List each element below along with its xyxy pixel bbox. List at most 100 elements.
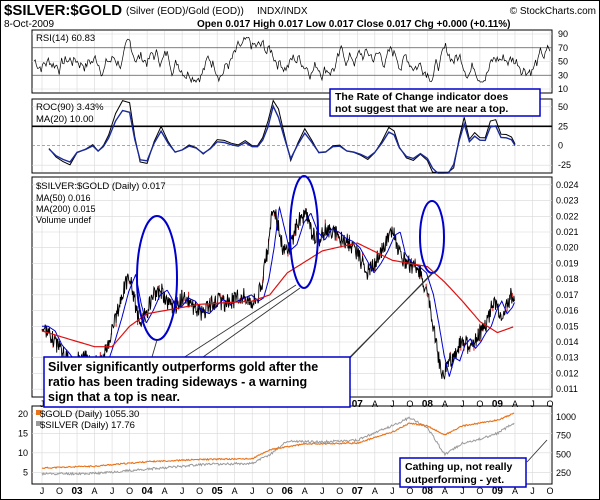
- x-tick-label: J: [40, 486, 45, 496]
- rsi-y-tick: 10: [558, 84, 568, 94]
- x-tick-label: O: [406, 486, 413, 496]
- callout-ellipse-2006: [289, 175, 319, 289]
- chart-symbol: $SILVER:$GOLD: [4, 2, 122, 19]
- price-y-tick: 0.020: [556, 243, 579, 253]
- callout-pointer-line: [179, 284, 297, 361]
- x-tick-label: A: [372, 399, 378, 409]
- x-tick-label: O: [406, 399, 413, 409]
- price-line: [41, 207, 515, 380]
- x-tick-label: A: [512, 486, 518, 496]
- price-y-tick: 0.017: [556, 290, 579, 300]
- price-annotation-line1: Silver significantly outperforms gold af…: [48, 360, 318, 374]
- x-tick-label: A: [442, 399, 448, 409]
- silver-label: $SILVER (Daily) 17.76: [40, 420, 135, 431]
- x-tick-label: J: [250, 486, 255, 496]
- price-y-tick: 0.012: [556, 368, 579, 378]
- callout-pointer-line: [151, 339, 158, 358]
- price-y-tick: 0.013: [556, 353, 579, 363]
- price-annotation-line3: sign that a top is near.: [48, 390, 180, 404]
- x-tick-label: O: [476, 399, 483, 409]
- price-y-tick: 0.018: [556, 274, 579, 284]
- price-label: $SILVER:$GOLD (Daily) 0.017: [36, 181, 166, 192]
- x-tick-label: A: [162, 486, 168, 496]
- x-tick-label: J: [110, 486, 115, 496]
- price-annotation-line2: ratio has been trading sideways - a warn…: [48, 375, 307, 389]
- roc-annotation-line2: not suggest that we are near a top.: [335, 103, 508, 115]
- rsi-line: [33, 36, 551, 84]
- x-tick-label: J: [180, 486, 185, 496]
- x-tick-label: A: [92, 486, 98, 496]
- price-y-tick: 0.015: [556, 321, 579, 331]
- volume-label: Volume undef: [36, 215, 92, 225]
- x-tick-label: 09: [492, 399, 504, 410]
- x-tick-label: 07: [352, 399, 364, 410]
- roc-ma-line: [48, 104, 516, 174]
- x-tick-label: 04: [142, 486, 154, 497]
- bottom-annotation-line1: Cathing up, not really: [405, 461, 512, 473]
- ma50-label: MA(50) 0.016: [36, 193, 91, 203]
- x-tick-label: J: [460, 486, 465, 496]
- price-y-tick: 0.024: [556, 180, 579, 190]
- x-tick-label: A: [232, 486, 238, 496]
- bottom-left-y-tick: 10: [18, 448, 28, 458]
- ma50-line: [42, 205, 515, 377]
- roc-ma-label: MA(20) 10.00: [36, 114, 94, 125]
- x-tick-label: 09: [492, 486, 504, 497]
- x-tick-label: J: [390, 399, 395, 409]
- x-tick-label: O: [266, 486, 273, 496]
- price-y-tick: 0.011: [556, 384, 578, 394]
- x-tick-label: 03: [71, 486, 83, 497]
- series-layer: [32, 36, 552, 476]
- x-tick-label: O: [546, 486, 553, 496]
- roc-line: [48, 99, 516, 173]
- x-tick-label: J: [40, 399, 45, 409]
- roc-y-tick: 25: [558, 121, 568, 131]
- chart-exchange: INDX/INDX: [257, 6, 308, 17]
- roc-annotation-box: [329, 88, 541, 117]
- x-tick-label: 05: [212, 486, 224, 497]
- x-tick-label: O: [126, 486, 133, 496]
- x-tick-label: J: [320, 486, 325, 496]
- rsi-y-tick: 90: [558, 29, 568, 39]
- gold-label: $GOLD (Daily) 1055.30: [40, 409, 139, 420]
- price-y-tick: 0.014: [556, 337, 579, 347]
- bottom-right-y-tick: 500: [556, 449, 571, 459]
- x-tick-label: J: [460, 399, 465, 409]
- x-tick-label: 08: [422, 486, 434, 497]
- rsi-label: RSI(14) 60.83: [36, 33, 95, 44]
- bottom-left-y-tick: 20: [18, 409, 28, 419]
- callout-pointer-line: [344, 269, 437, 363]
- price-annotation-box: [43, 356, 351, 408]
- bottom-right-y-tick: 1000: [556, 412, 576, 422]
- silver-legend-swatch: [36, 421, 41, 426]
- bottom-right-y-tick: 250: [556, 468, 571, 478]
- x-tick-label: O: [196, 486, 203, 496]
- x-tick-label: 07: [352, 486, 364, 497]
- ma200-label: MA(200) 0.015: [36, 204, 96, 214]
- price-y-tick: 0.016: [556, 306, 579, 316]
- price-y-tick: 0.023: [556, 196, 579, 206]
- x-tick-label: 06: [282, 486, 294, 497]
- rsi-y-tick: 50: [558, 57, 568, 67]
- bottom-annotation: Cathing up, not really outperforming - y…: [399, 457, 527, 488]
- gold-legend-swatch: [36, 410, 41, 415]
- rsi-y-tick: 70: [558, 43, 568, 53]
- x-tick-label: A: [302, 486, 308, 496]
- chart-ohlc: Open 0.017 High 0.017 Low 0.017 Close 0.…: [197, 19, 511, 30]
- gold-line: [41, 412, 515, 469]
- x-tick-label: J: [530, 486, 535, 496]
- x-tick-label: O: [336, 486, 343, 496]
- x-tick-label: 08: [422, 399, 434, 410]
- roc-annotation: The Rate of Change indicator does not su…: [329, 88, 541, 117]
- bottom-left-y-tick: 5: [23, 467, 28, 477]
- x-tick-label: O: [56, 486, 63, 496]
- x-tick-label: O: [546, 399, 553, 409]
- roc-annotation-line1: The Rate of Change indicator does: [335, 91, 508, 103]
- rsi-y-tick: 30: [558, 70, 568, 80]
- bottom-annotation-box: [399, 457, 527, 488]
- x-tick-label: J: [530, 399, 535, 409]
- price-annotation: Silver significantly outperforms gold af…: [43, 356, 351, 408]
- roc-y-tick: -25: [558, 160, 571, 170]
